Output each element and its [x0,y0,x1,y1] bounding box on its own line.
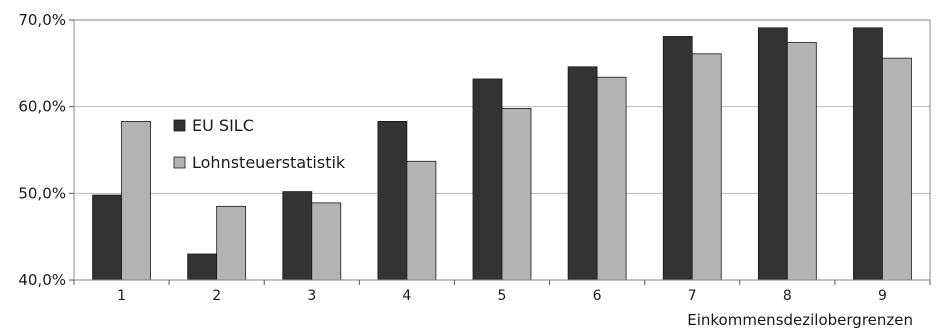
legend-label: Lohnsteuerstatistik [192,153,346,172]
x-tick-label: 9 [878,288,887,304]
bar-eu-silc [472,78,503,281]
legend-swatch [173,119,186,132]
bar-lohnsteuerstatistik [786,42,817,281]
x-tick-label: 2 [212,288,221,304]
bar-eu-silc [282,191,313,281]
x-axis-title: Einkommensdezilobergrenzen [687,311,913,329]
y-tick-labels: 40,0% 50,0% 60,0% 70,0% [18,11,66,289]
x-tick-label: 8 [783,288,792,304]
bar-lohnsteuerstatistik [311,202,342,281]
bar-lohnsteuerstatistik [501,108,532,281]
y-tick-label: 50,0% [18,184,66,202]
bar-lohnsteuerstatistik [596,76,627,281]
x-tick-label: 3 [307,288,316,304]
bar-lohnsteuerstatistik [121,121,151,281]
x-tick-label: 5 [498,288,507,304]
x-tick-label: 1 [117,288,126,304]
bar-eu-silc [757,27,788,281]
x-tick-label: 4 [402,288,411,304]
plot-area-frame [73,19,931,281]
y-tick-label: 60,0% [18,98,66,116]
bar-eu-silc [92,194,122,281]
bar-lohnsteuerstatistik [882,57,912,281]
bar-eu-silc [187,253,218,281]
x-tick-label: 7 [688,288,697,304]
bars [92,27,912,281]
legend-swatch [173,156,186,169]
bar-lohnsteuerstatistik [406,160,437,281]
y-tick-label: 70,0% [18,11,66,29]
y-tick-label: 40,0% [18,271,66,289]
bar-lohnsteuerstatistik [691,53,722,281]
x-tick-labels: 1 2 3 4 5 6 7 8 9 [117,288,887,304]
bar-eu-silc [853,27,883,281]
x-tick-label: 6 [593,288,602,304]
bar-eu-silc [662,36,693,281]
legend: EU SILC Lohnsteuerstatistik [173,116,346,172]
bar-eu-silc [567,66,598,281]
bar-eu-silc [377,121,408,281]
bar-lohnsteuerstatistik [216,205,247,281]
axes [69,19,931,285]
legend-label: EU SILC [192,116,254,135]
